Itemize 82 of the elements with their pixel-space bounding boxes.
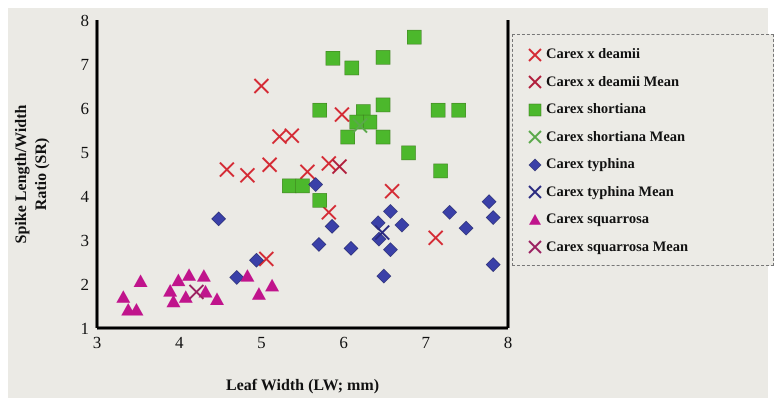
y-tick-label: 7 [80,55,90,74]
point [352,118,368,134]
point [295,178,310,194]
legend-label: Carex x deamii [546,46,640,64]
point [374,224,390,241]
point [265,278,280,292]
x-tick-label: 3 [92,333,102,352]
y-tick-label: 3 [80,231,89,250]
point [312,237,326,252]
point [451,102,466,118]
y-tick-label: 1 [80,319,89,338]
point [171,273,186,286]
point [163,284,178,297]
point [210,292,224,305]
point [376,98,390,112]
x-axis-title: Leaf Width (LW; mm) [226,377,380,394]
point [218,162,235,178]
point [258,250,274,267]
point [182,268,196,281]
point [334,106,350,123]
point [229,270,244,285]
point [376,268,392,284]
point [401,146,416,160]
point [262,156,278,173]
x-tick-label: 6 [339,333,348,352]
point [178,290,193,303]
point [312,102,328,118]
point [320,155,337,172]
point [166,294,180,308]
point [116,290,130,303]
point [240,269,254,282]
point [407,30,422,44]
point [376,50,390,65]
x-tick-label: 8 [504,333,512,352]
point [458,220,474,236]
point [308,177,323,192]
point [344,241,358,256]
legend-label: Carex x deamii Mean [546,74,680,91]
point [324,219,340,234]
x-tick-label: 4 [174,333,184,352]
point [344,60,360,76]
point [211,212,226,226]
point [331,158,348,175]
point [486,210,501,225]
y-tick-label: 4 [80,187,90,206]
point [442,204,457,220]
x-tick-label: 5 [257,333,266,352]
point [299,164,316,180]
y-tick-label: 6 [80,99,89,118]
legend-label: Carex typhina Mean [546,184,674,201]
point [253,78,270,94]
point [198,284,213,298]
point [394,218,410,232]
point [252,287,266,300]
point [383,204,398,219]
legend-label: Carex squarrosa [546,211,649,228]
point [320,204,337,220]
point [433,164,448,178]
point [384,183,400,200]
point [376,130,390,144]
y-tick-label: 2 [80,275,89,294]
point [188,284,204,300]
point [249,252,264,268]
point [486,257,501,272]
legend-label: Carex squarrosa Mean [546,238,688,256]
point [340,130,355,144]
legend-label: Carex shortiana Mean [546,128,686,146]
point [312,193,328,208]
x-tick-label: 7 [422,333,431,352]
point [196,269,211,282]
point [430,102,446,118]
legend-label: Carex shortiana [546,101,646,118]
point [428,230,444,246]
y-tick-label: 8 [80,11,89,30]
point [239,167,256,184]
point [482,194,496,210]
point [383,242,398,257]
legend-label: Carex typhina [546,156,635,174]
point [326,51,340,66]
y-axis-title: Spike Length/Width Ratio (SR) [13,104,50,244]
y-tick-label: 5 [80,143,89,162]
point [134,274,148,287]
